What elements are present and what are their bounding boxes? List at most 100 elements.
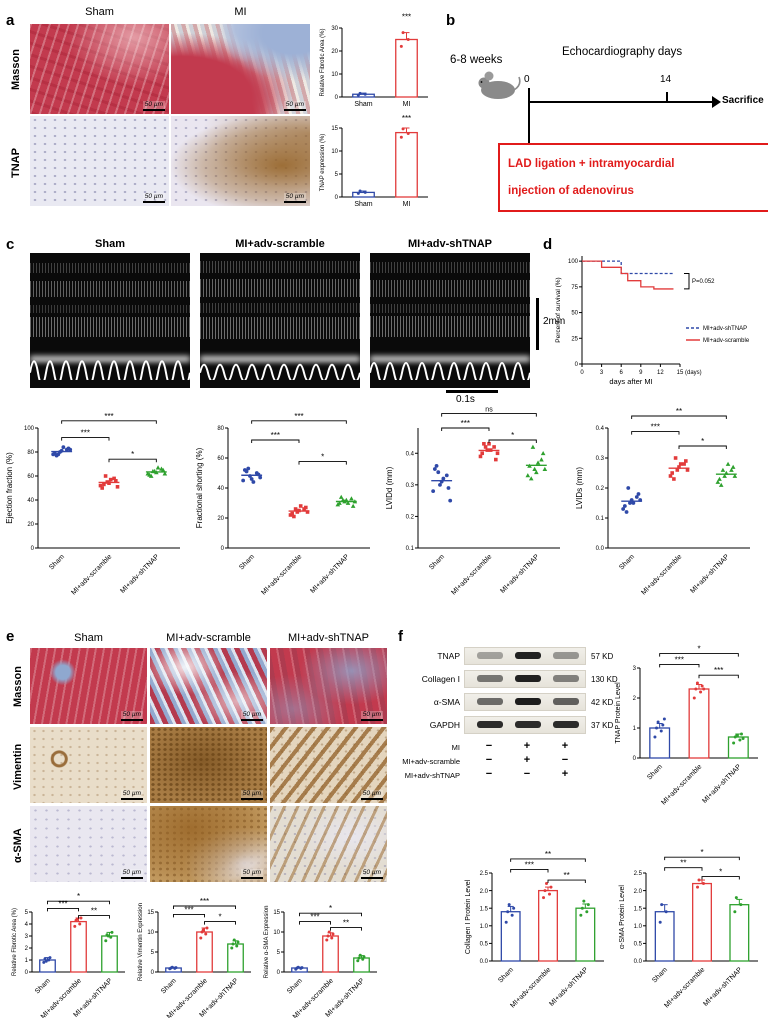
scale-2mm-bar	[536, 298, 539, 350]
svg-text:5: 5	[277, 950, 281, 956]
svg-text:2.5: 2.5	[480, 871, 489, 877]
panel-a-col-mi: MI	[234, 6, 247, 18]
blot-band	[477, 675, 503, 682]
svg-text:10: 10	[331, 149, 338, 155]
blot-row: GAPDH 37 KD	[398, 715, 618, 735]
blot-kd-label: 130 KD	[591, 674, 618, 684]
condition-label: MI	[451, 742, 460, 752]
blot-band	[515, 698, 541, 705]
blot-protein-label: Collagen I	[421, 674, 460, 684]
svg-text:MI: MI	[403, 101, 411, 108]
condition-mark: −	[561, 754, 569, 766]
condition-marks: − − +	[464, 768, 584, 782]
blot-band	[553, 698, 579, 705]
blot-strip	[464, 693, 586, 711]
blot-strip	[464, 647, 586, 665]
svg-text:0.3: 0.3	[406, 483, 415, 489]
blot-band	[515, 652, 541, 659]
condition-mark: −	[523, 768, 531, 780]
svg-text:0.2: 0.2	[406, 515, 415, 521]
svg-text:20: 20	[331, 49, 338, 55]
chart-fractional-shorting: 0 20 40 60 80 Fractional shorting (%) Sham MI+a…	[194, 402, 380, 620]
scale-bar: 50 µm	[283, 193, 306, 203]
svg-text:0.0: 0.0	[480, 959, 489, 965]
scale-bar: 50 µm	[360, 711, 383, 721]
svg-text:0.5: 0.5	[480, 942, 489, 948]
image-masson-mi: 50 µm	[171, 24, 310, 114]
svg-text:3: 3	[600, 370, 604, 376]
svg-text:Collagen I Protein Level: Collagen I Protein Level	[465, 879, 472, 954]
svg-text:***: ***	[271, 431, 280, 440]
condition-mark: −	[485, 768, 493, 780]
svg-text:Sham: Sham	[618, 553, 636, 571]
svg-text:40: 40	[27, 498, 34, 504]
timeline-day14: 14	[660, 74, 672, 85]
condition-label: MI+adv-scramble	[402, 756, 460, 766]
svg-text:*: *	[697, 645, 700, 654]
panel-e-row-vimentin: Vimentin	[12, 743, 24, 790]
panel-a-col-sham: Sham	[85, 6, 114, 18]
scale-bar: 50 µm	[142, 101, 165, 111]
svg-text:5: 5	[25, 910, 29, 916]
svg-text:15: 15	[677, 370, 684, 376]
lad-ligation-box: LAD ligation + intramyocardial injection…	[498, 143, 768, 212]
timeline-tick14	[666, 92, 668, 103]
svg-text:**: **	[676, 407, 682, 416]
svg-text:60: 60	[217, 456, 224, 462]
blot-band	[515, 675, 541, 682]
svg-text:MI+adv-scramble: MI+adv-scramble	[660, 763, 703, 806]
svg-text:5: 5	[335, 172, 339, 178]
echo-trace	[370, 362, 530, 380]
svg-text:20: 20	[27, 522, 34, 528]
svg-text:50: 50	[571, 311, 578, 317]
svg-text:Relative α-SMA Expression: Relative α-SMA Expression	[264, 906, 270, 979]
svg-text:Sham: Sham	[160, 977, 178, 995]
svg-text:*: *	[511, 431, 514, 440]
image-tnap-sham: 50 µm	[30, 116, 169, 206]
svg-text:100: 100	[24, 426, 35, 432]
svg-text:MI+adv-scramble: MI+adv-scramble	[70, 553, 113, 596]
svg-text:10: 10	[331, 72, 338, 78]
svg-text:80: 80	[27, 450, 34, 456]
svg-text:0.1: 0.1	[406, 546, 415, 552]
chart-svg: 0.0 0.1 0.2 0.3 0.4 LVIDs (mm) Sham MI+adv-scra…	[575, 407, 750, 597]
condition-mark: −	[485, 754, 493, 766]
box-line2: injection of adenovirus	[508, 185, 634, 198]
svg-text:1.5: 1.5	[480, 906, 489, 912]
svg-text:MI+adv-scramble: MI+adv-scramble	[509, 966, 552, 1009]
panel-c-label: c	[6, 236, 15, 253]
svg-text:9: 9	[639, 370, 643, 376]
svg-text:***: ***	[402, 114, 411, 123]
panel-d-label: d	[543, 236, 553, 253]
svg-text:0.3: 0.3	[596, 456, 605, 462]
svg-text:2: 2	[633, 696, 637, 702]
svg-text:3: 3	[633, 666, 637, 672]
condition-row: MI − + +	[398, 740, 584, 754]
image-e-vimentin-sham: 50 µm	[30, 727, 147, 803]
echo-days-label: Echocardiography days	[562, 46, 683, 58]
svg-text:*: *	[329, 904, 332, 913]
svg-text:Relative Fibrotic Area (%): Relative Fibrotic Area (%)	[12, 908, 18, 976]
blot-protein-label: TNAP	[437, 651, 460, 661]
panel-b-label: b	[446, 12, 456, 29]
chart-lvidd: 0.1 0.2 0.3 0.4 LVIDd (mm) Sham MI+adv-scrambl…	[384, 402, 570, 620]
svg-text:***: ***	[402, 13, 411, 22]
svg-text:Sham: Sham	[497, 966, 515, 984]
panel-e-row-masson: Masson	[12, 666, 24, 707]
timeline-line	[528, 101, 712, 103]
svg-text:2.5: 2.5	[634, 871, 643, 877]
blot-row: TNAP 57 KD	[398, 646, 618, 666]
timeline-arrowhead-icon	[712, 96, 721, 108]
blot-band	[477, 652, 503, 659]
panel-e-row-asma: α-SMA	[12, 828, 24, 863]
panel-e-col-sham: Sham	[74, 632, 103, 644]
blot-kd-label: 42 KD	[591, 697, 614, 707]
svg-text:0: 0	[277, 970, 281, 976]
svg-text:0: 0	[25, 970, 29, 976]
condition-mark: −	[485, 740, 493, 752]
image-e-vimentin-scramble: 50 µm	[150, 727, 267, 803]
svg-text:**: **	[680, 859, 686, 868]
svg-text:25: 25	[571, 336, 578, 342]
